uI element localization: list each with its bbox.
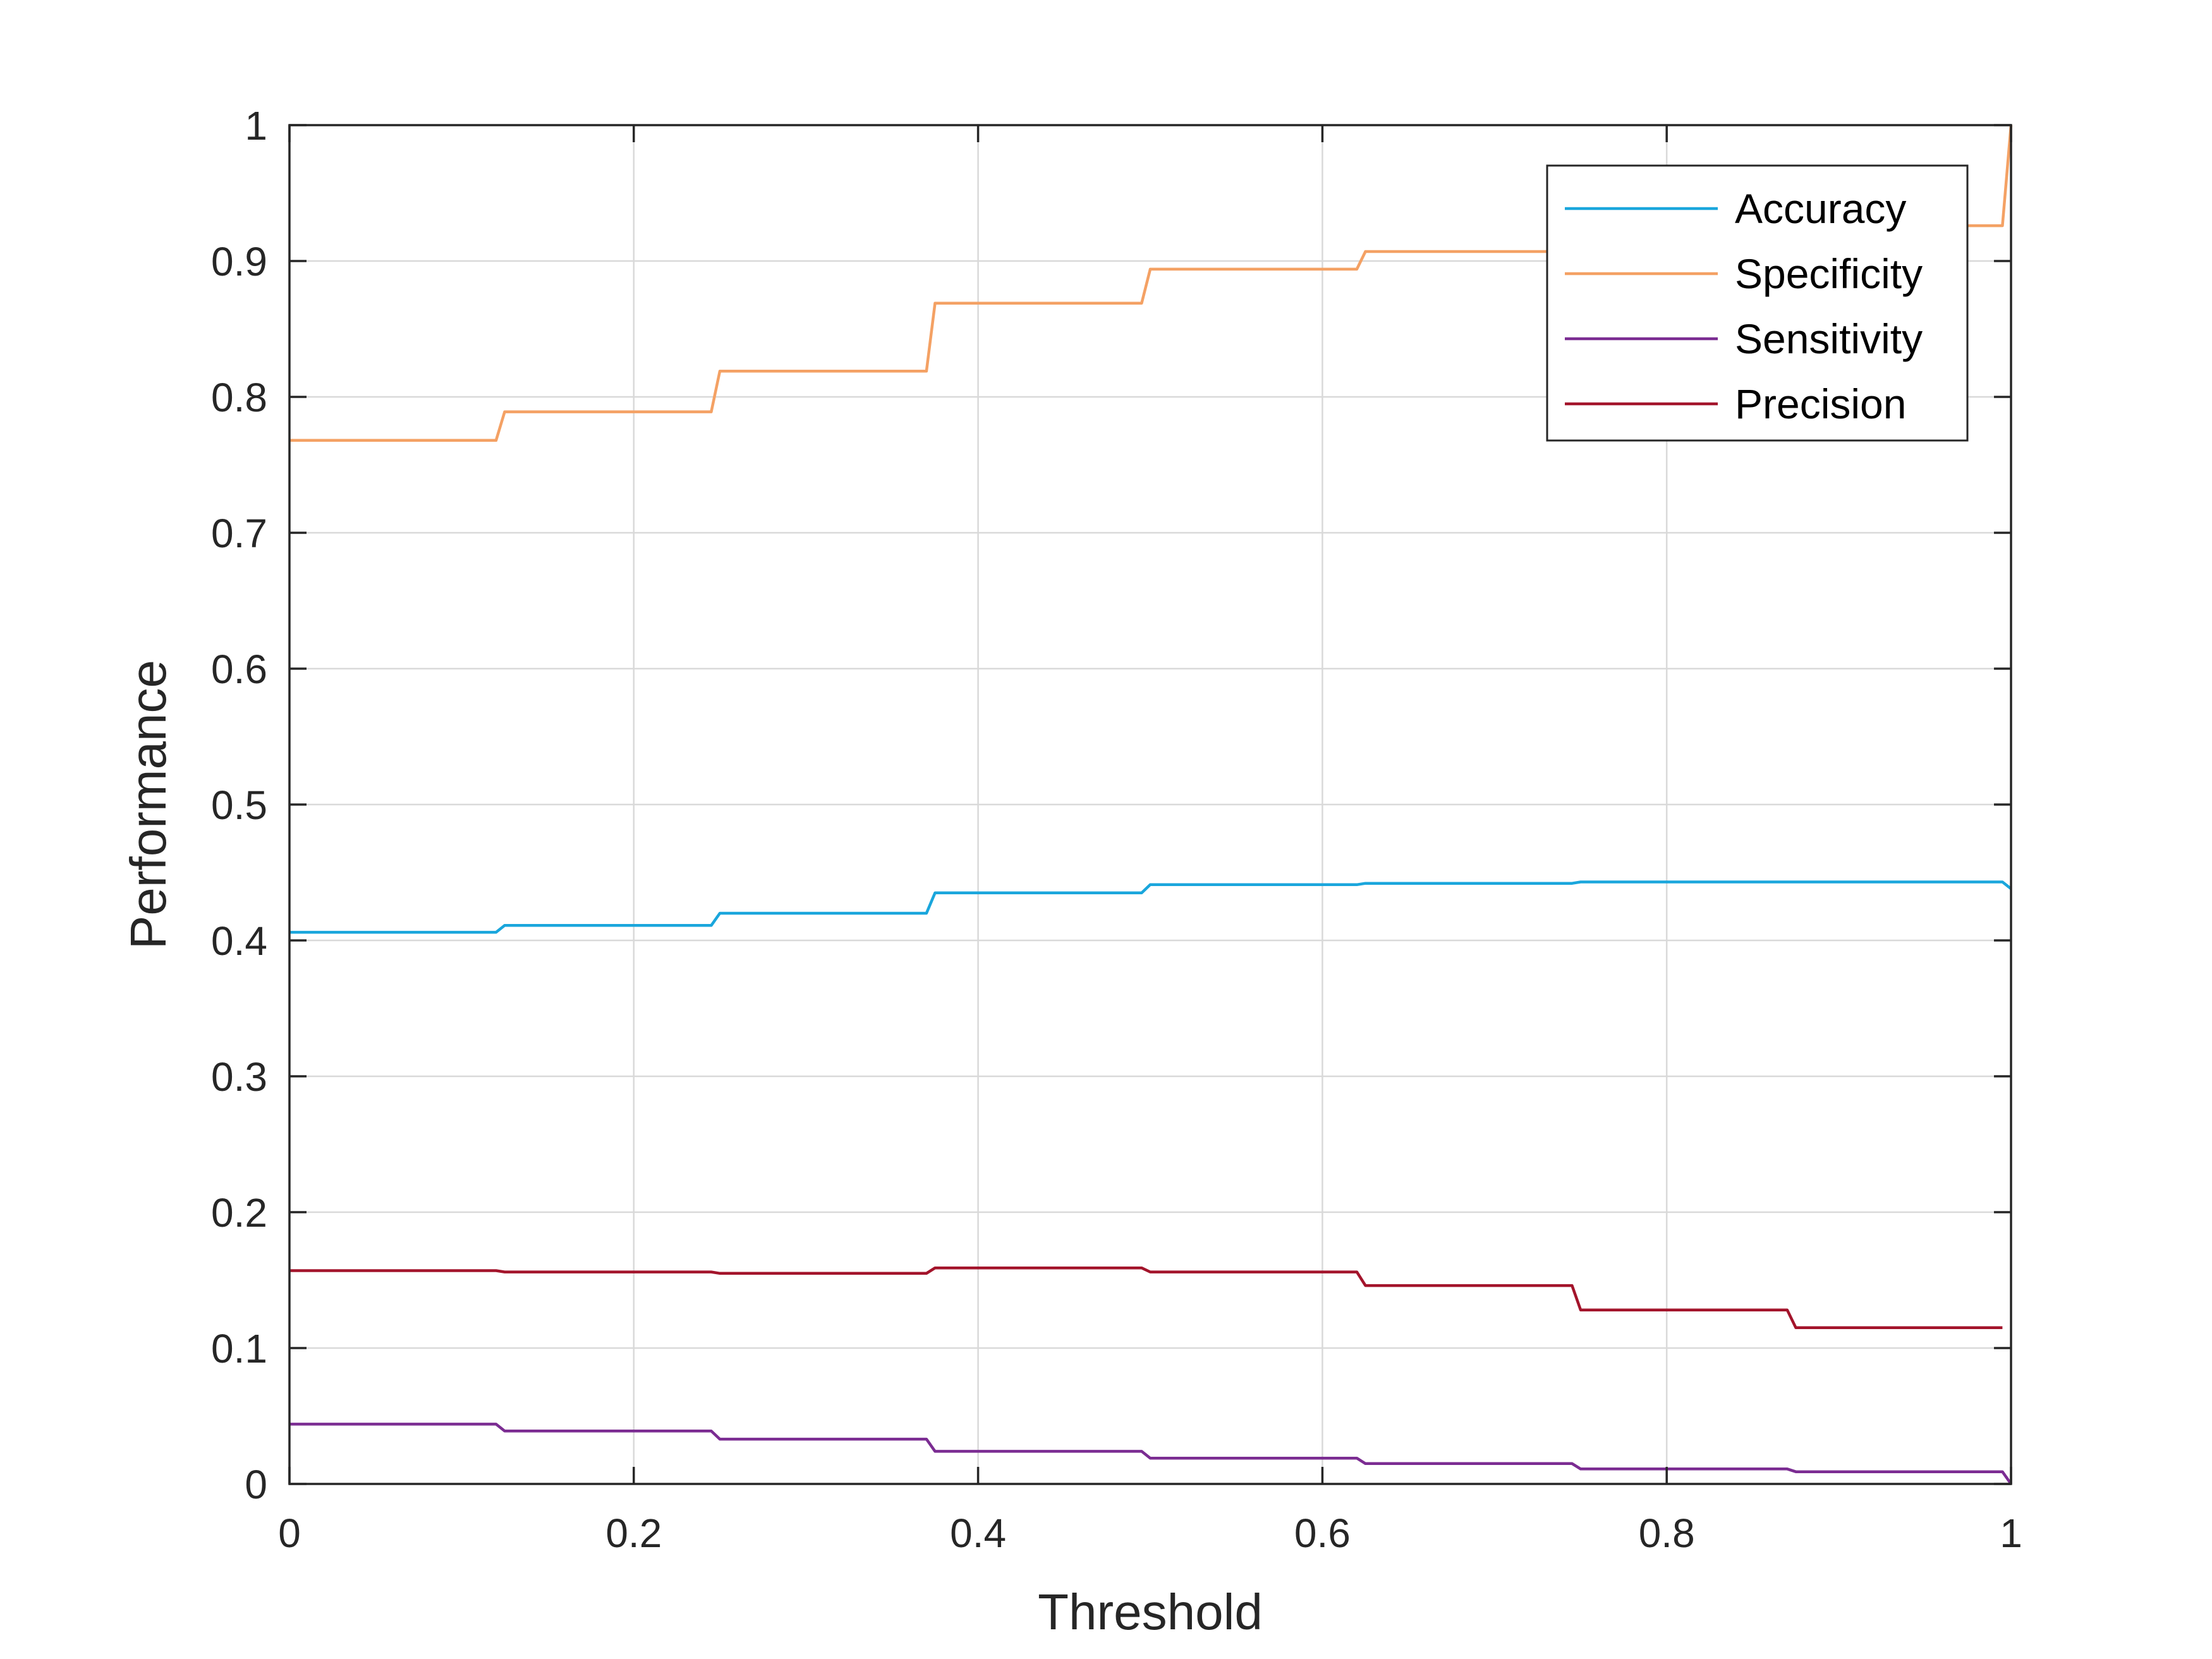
tick-labels: 0 0.2 0.4 0.6 0.8 1 0 0.1 0.2 0.3 0.4 0.5 0.6 0.7 0.8 0…: [211, 103, 2022, 1556]
y-tick-label: 0.7: [211, 511, 267, 556]
x-tick-label: 0.6: [1294, 1510, 1351, 1556]
legend-box: [1546, 164, 1969, 442]
axis-ticks: [288, 124, 2012, 1485]
series-line-sensitivity: [289, 1423, 2012, 1485]
x-tick-label: 0.2: [605, 1510, 662, 1556]
y-tick-label: 0.9: [211, 239, 267, 284]
x-axis-title: Threshold: [1038, 1584, 1263, 1640]
y-tick-label: 0: [245, 1462, 267, 1507]
legend: Accuracy Specificity Sensitivity Precision: [1546, 164, 1969, 442]
x-tick-label: 1: [2000, 1510, 2022, 1556]
y-axis-title: Performance: [120, 660, 176, 949]
grid-lines: [289, 125, 2011, 1484]
y-tick-label: 0.8: [211, 375, 267, 420]
series-line-precision: [289, 1266, 2003, 1330]
y-tick-label: 0.1: [211, 1326, 267, 1371]
y-tick-label: 1: [245, 103, 267, 149]
series-line-accuracy: [289, 880, 2012, 934]
legend-label-accuracy: Accuracy: [1735, 185, 1906, 232]
y-tick-label: 0.4: [211, 918, 267, 964]
y-tick-label: 0.5: [211, 782, 267, 828]
x-tick-label: 0.4: [950, 1510, 1006, 1556]
x-tick-label: 0: [278, 1510, 301, 1556]
legend-label-sensitivity: Sensitivity: [1735, 315, 1923, 362]
y-tick-label: 0.6: [211, 647, 267, 692]
legend-label-precision: Precision: [1735, 380, 1906, 427]
y-tick-label: 0.2: [211, 1190, 267, 1236]
y-tick-label: 0.3: [211, 1054, 267, 1100]
legend-label-specificity: Specificity: [1735, 250, 1923, 297]
x-tick-label: 0.8: [1639, 1510, 1695, 1556]
